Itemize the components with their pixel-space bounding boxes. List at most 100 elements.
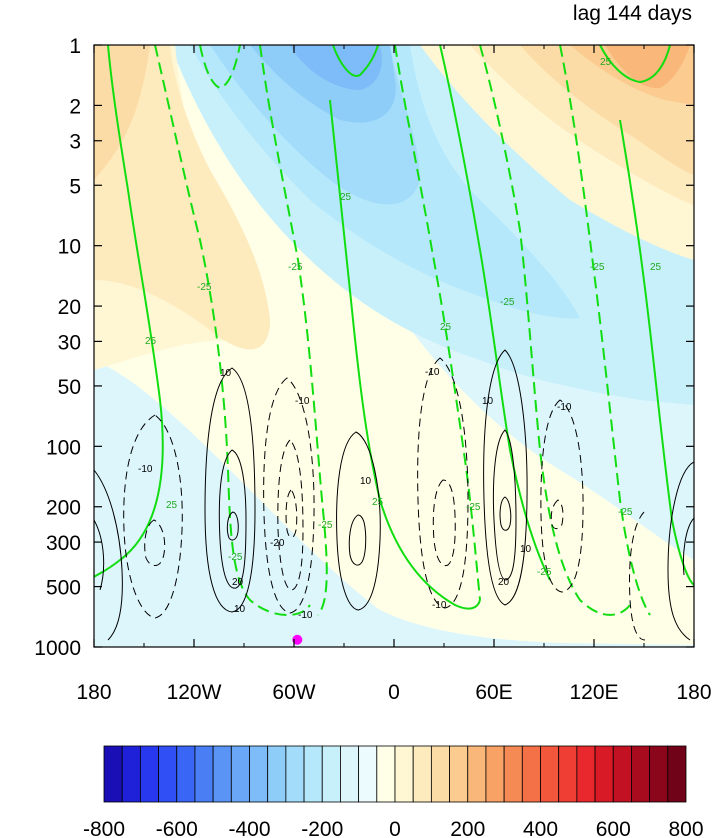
colorbar-swatch xyxy=(303,745,323,803)
black-contour-neg-1-inner xyxy=(144,519,166,566)
contour-label: 25 xyxy=(650,262,662,273)
contour-label: -25 xyxy=(500,297,515,308)
green-contour-solid-2 xyxy=(332,45,379,77)
colorbar-tick-label: -600 xyxy=(156,818,198,838)
colorbar-tick-label: -200 xyxy=(301,818,343,838)
contour-label: 10 xyxy=(220,368,232,379)
black-contour-neg-2-outer xyxy=(263,377,315,614)
black-contours xyxy=(94,349,694,641)
green-contour-dashed-3 xyxy=(259,45,328,616)
black-contour-neg-1-outer xyxy=(123,414,183,619)
green-contour-dashed-5 xyxy=(479,45,631,616)
y-tick-label: 500 xyxy=(46,577,81,600)
green-contour-dashed-6 xyxy=(559,45,651,616)
green-contour-dashed-2 xyxy=(199,45,241,90)
black-contour-pos-1-mid xyxy=(218,449,247,589)
colorbar-swatch xyxy=(521,745,541,803)
y-tick-label: 5 xyxy=(69,175,81,198)
black-contour-right-pos-outer xyxy=(667,461,694,641)
colorbar-swatch xyxy=(103,745,123,803)
black-contour-pos-2-outer xyxy=(336,431,381,611)
colorbar-swatch xyxy=(340,745,360,803)
black-contour-pos-2-inner xyxy=(348,514,367,566)
y-tick-label: 50 xyxy=(58,376,81,399)
x-tick-label: 120E xyxy=(569,681,618,704)
contour-label: 10 xyxy=(360,476,372,487)
black-contour-pos-3-mid xyxy=(492,429,517,581)
y-axis: 1 2 3 5 10 20 30 50 100 200 300 500 1000 xyxy=(34,35,694,660)
green-contour-solid-3 xyxy=(329,99,481,610)
green-contour-solid-5 xyxy=(599,45,671,84)
colorbar-swatch xyxy=(540,745,560,803)
colorbar-swatch xyxy=(667,745,687,803)
contour-label: -10 xyxy=(425,367,440,378)
black-contour-right-neg xyxy=(629,511,646,641)
contour-label: -25 xyxy=(590,262,605,273)
black-contour-neg-2-mid xyxy=(277,439,304,591)
green-contour-solid-4 xyxy=(439,45,551,581)
contour-label: 25 xyxy=(440,322,452,333)
x-tick-label: 180 xyxy=(676,681,711,704)
colorbar-tick-label: 600 xyxy=(596,818,631,838)
y-tick-label: 1 xyxy=(69,35,81,58)
colorbar-swatch xyxy=(267,745,287,803)
contour-label: -10 xyxy=(557,402,572,413)
colorbar-swatch xyxy=(594,745,614,803)
contour-label: -25 xyxy=(288,262,303,273)
colorbar-tick-label: 0 xyxy=(389,818,401,838)
colorbar-swatch xyxy=(230,745,250,803)
colorbar-swatch xyxy=(467,745,487,803)
colorbar-swatch xyxy=(212,745,232,803)
contour-label: 10 xyxy=(482,396,494,407)
contour-label: -25 xyxy=(466,502,481,513)
x-tick-label: 60E xyxy=(475,681,512,704)
x-tick-label: 120W xyxy=(167,681,222,704)
black-contour-neg-4-inner xyxy=(550,499,564,530)
contour-label: 10 xyxy=(234,604,246,615)
contour-label: 20 xyxy=(498,577,510,588)
black-contour-neg-2-inner xyxy=(285,489,298,538)
y-tick-label: 300 xyxy=(46,532,81,555)
y-tick-label: 30 xyxy=(58,331,81,354)
colorbar-swatch xyxy=(321,745,341,803)
black-contour-pos-1-inner xyxy=(226,511,239,541)
contour-label: -20 xyxy=(270,538,285,549)
black-contour-left-edge-inner xyxy=(94,519,105,591)
chart-title: lag 144 days xyxy=(573,2,692,25)
colorbar-swatch xyxy=(430,745,450,803)
contour-label: 20 xyxy=(232,577,244,588)
contour-label: 25 xyxy=(372,497,384,508)
x-tick-label: 0 xyxy=(388,681,400,704)
contour-label: 25 xyxy=(600,57,612,68)
contour-label: -25 xyxy=(618,507,633,518)
colorbar-swatch xyxy=(649,745,669,803)
colorbar-swatch xyxy=(576,745,596,803)
colorbar-swatch xyxy=(394,745,414,803)
colorbar-swatch xyxy=(176,745,196,803)
y-tick-label: 1000 xyxy=(34,637,81,660)
shade-blue-core xyxy=(290,45,382,90)
contour-label: -25 xyxy=(228,552,243,563)
colorbar-swatch xyxy=(158,745,178,803)
contour-label: 25 xyxy=(145,336,157,347)
y-tick-label: 200 xyxy=(46,497,81,520)
contour-label: -25 xyxy=(197,282,212,293)
colorbar-tick-label: 200 xyxy=(450,818,485,838)
contour-label: -25 xyxy=(318,520,333,531)
colorbar: -800 -600 -400 -200 0 200 400 600 800 xyxy=(83,745,704,838)
colorbar-swatch xyxy=(376,745,396,803)
y-tick-label: 10 xyxy=(58,236,81,259)
green-contours xyxy=(94,45,694,617)
green-contour-solid-1 xyxy=(94,45,164,578)
colorbar-tick-label: -400 xyxy=(228,818,270,838)
x-axis: 180 120W 60W 0 60E 120E 180 xyxy=(76,45,712,704)
y-tick-label: 20 xyxy=(58,296,81,319)
colorbar-swatch xyxy=(558,745,578,803)
contour-label: -10 xyxy=(138,464,153,475)
black-contour-pos-3-inner xyxy=(499,496,512,531)
y-tick-label: 100 xyxy=(46,436,81,459)
plot-area: -10 10 10 20 -10 -20 -10 10 -10 -10 10 2… xyxy=(94,45,694,647)
black-contour-neg-3-inner xyxy=(432,479,456,567)
x-tick-label: 180 xyxy=(76,681,111,704)
colorbar-swatch xyxy=(285,745,305,803)
